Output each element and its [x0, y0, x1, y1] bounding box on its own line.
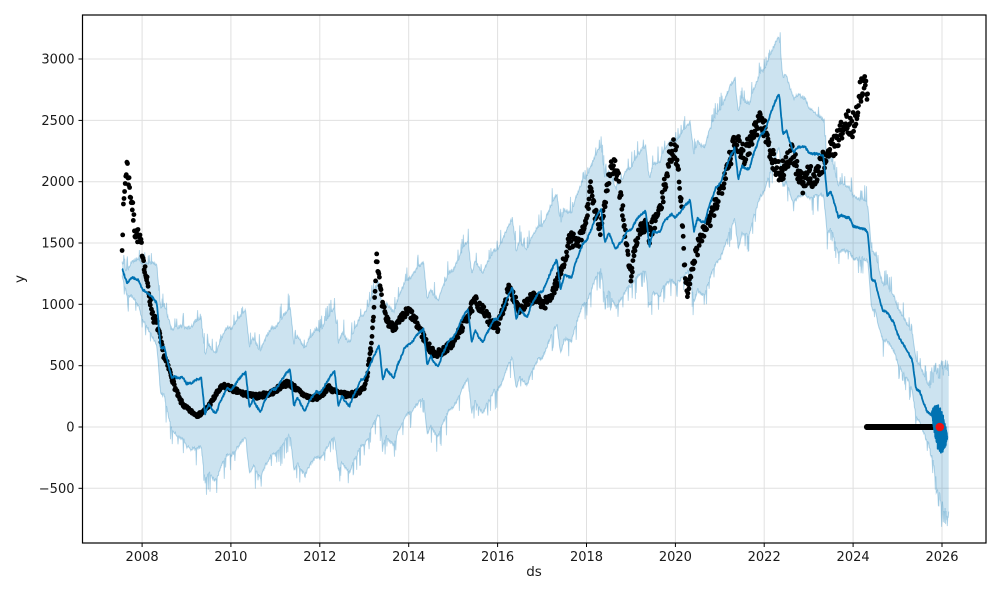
svg-text:2010: 2010 [214, 550, 247, 565]
svg-text:2024: 2024 [837, 550, 870, 565]
y-tick-labels: −500 0 500 1000 1500 2000 2500 3000 [39, 53, 83, 497]
svg-text:3000: 3000 [41, 53, 74, 68]
svg-text:2020: 2020 [659, 550, 692, 565]
forecast-line [121, 93, 949, 454]
uncertainty-band [121, 32, 950, 527]
svg-text:2000: 2000 [41, 175, 74, 190]
x-axis-label: ds [526, 564, 542, 580]
svg-text:1000: 1000 [41, 298, 74, 313]
x-tick-labels: 2008 2010 2012 2014 2016 2018 2020 2022 2024 2026 [126, 543, 959, 565]
zero-tail-points [863, 424, 940, 430]
svg-text:2012: 2012 [303, 550, 336, 565]
svg-text:−500: −500 [39, 482, 75, 497]
svg-text:2014: 2014 [392, 550, 425, 565]
svg-text:2026: 2026 [925, 550, 958, 565]
svg-text:500: 500 [50, 359, 75, 374]
axes-spines [81, 14, 987, 544]
svg-text:2016: 2016 [481, 550, 514, 565]
svg-text:2018: 2018 [570, 550, 603, 565]
svg-text:2500: 2500 [41, 114, 74, 129]
svg-text:1500: 1500 [41, 237, 74, 252]
y-axis-label: y [12, 275, 28, 283]
svg-text:0: 0 [66, 421, 74, 436]
last-point-marker [935, 422, 945, 432]
svg-text:2008: 2008 [126, 550, 159, 565]
svg-text:2022: 2022 [748, 550, 781, 565]
